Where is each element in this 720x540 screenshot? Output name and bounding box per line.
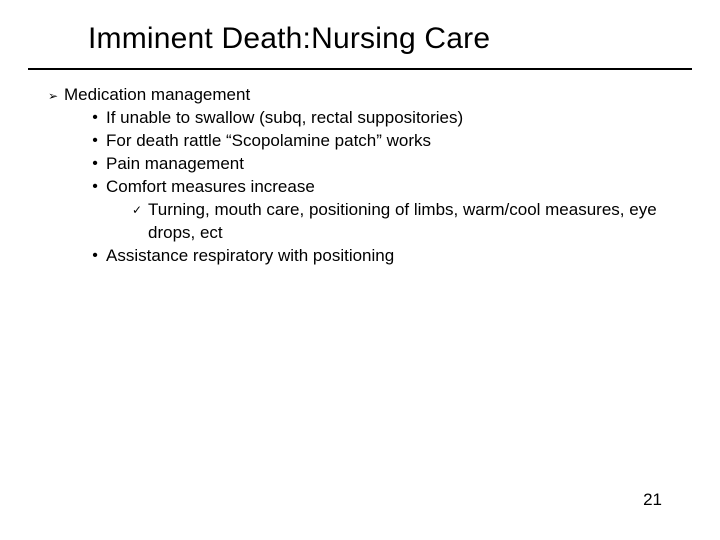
list-item: ✓ Turning, mouth care, positioning of li… (42, 199, 682, 245)
dot-icon: • (84, 153, 106, 175)
list-item: • Comfort measures increase (42, 176, 682, 199)
list-item: • Assistance respiratory with positionin… (42, 245, 682, 268)
dot-icon: • (84, 176, 106, 198)
dot-icon: • (84, 130, 106, 152)
slide-title: Imminent Death:Nursing Care (28, 22, 692, 68)
slide-body: ➢ Medication management • If unable to s… (28, 70, 692, 268)
list-item-text: For death rattle “Scopolamine patch” wor… (106, 130, 682, 153)
arrow-icon: ➢ (42, 84, 64, 104)
list-item-text: If unable to swallow (subq, rectal suppo… (106, 107, 682, 130)
list-item: • For death rattle “Scopolamine patch” w… (42, 130, 682, 153)
list-item: ➢ Medication management (42, 84, 682, 107)
list-item-text: Pain management (106, 153, 682, 176)
list-item-text: Medication management (64, 84, 682, 107)
list-item: • If unable to swallow (subq, rectal sup… (42, 107, 682, 130)
page-number: 21 (643, 490, 662, 510)
list-item-text: Comfort measures increase (106, 176, 682, 199)
dot-icon: • (84, 245, 106, 267)
check-icon: ✓ (126, 199, 148, 218)
dot-icon: • (84, 107, 106, 129)
list-item: • Pain management (42, 153, 682, 176)
slide: Imminent Death:Nursing Care ➢ Medication… (0, 0, 720, 540)
list-item-text: Turning, mouth care, positioning of limb… (148, 199, 682, 245)
list-item-text: Assistance respiratory with positioning (106, 245, 682, 268)
